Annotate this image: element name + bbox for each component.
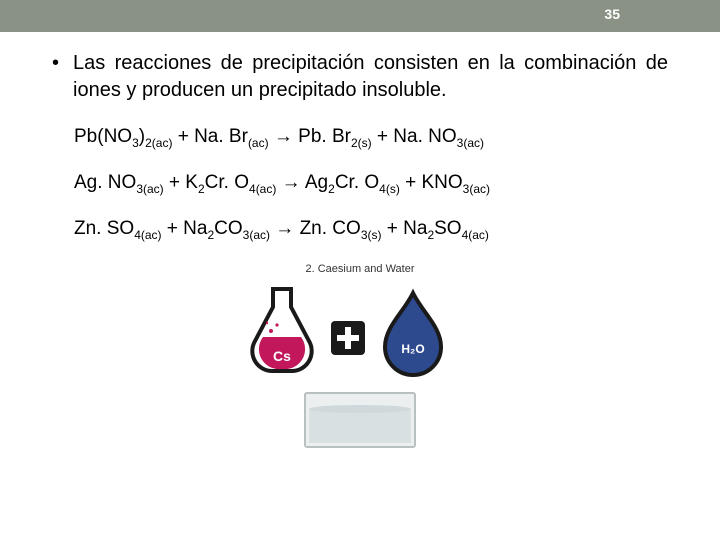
equation-1: Pb(NO3)2(ac) + Na. Br(ac) → Pb. Br2(s) +… xyxy=(74,126,668,150)
plus-icon xyxy=(331,321,365,355)
eq3-r3s: 3(ac) xyxy=(243,227,270,241)
eq1-r3s: (ac) xyxy=(248,136,269,150)
eq1-r2s: 2(ac) xyxy=(145,136,172,150)
eq2-p3s: 3(ac) xyxy=(463,182,490,196)
eq3-r3: CO xyxy=(214,218,243,239)
eq3-p2: + Na xyxy=(381,218,427,239)
slide-content: • Las reacciones de precipitación consis… xyxy=(0,32,720,456)
eq2-p2s: 4(s) xyxy=(379,182,400,196)
eq2-r3s: 4(ac) xyxy=(249,182,276,196)
eq1-p1: Pb. Br xyxy=(298,126,351,147)
figure-title: 2. Caesium and Water xyxy=(52,263,668,275)
eq2-r2s: 2 xyxy=(198,182,205,196)
equation-3: Zn. SO4(ac) + Na2CO3(ac) → Zn. CO3(s) + … xyxy=(74,218,668,242)
eq1-r3: + Na. Br xyxy=(172,126,248,147)
eq1-r1s: 3 xyxy=(132,136,139,150)
eq1-r1: Pb(NO xyxy=(74,126,132,147)
beaker-icon xyxy=(305,393,415,447)
flask-icon: Cs xyxy=(252,289,311,371)
eq3-p1s: 3(s) xyxy=(361,227,382,241)
eq2-r2: + K xyxy=(164,172,198,193)
eq1-arrow: → xyxy=(269,126,299,147)
bullet-paragraph: • Las reacciones de precipitación consis… xyxy=(52,50,668,104)
eq2-r3: Cr. O xyxy=(205,172,249,193)
eq2-p1: Ag xyxy=(305,172,328,193)
equations-block: Pb(NO3)2(ac) + Na. Br(ac) → Pb. Br2(s) +… xyxy=(52,126,668,241)
header-bar: 35 xyxy=(0,0,720,32)
water-drop-icon: H₂O xyxy=(385,293,441,375)
eq2-arrow: → xyxy=(276,172,305,193)
eq3-r1s: 4(ac) xyxy=(134,227,161,241)
eq2-p2: Cr. O xyxy=(335,172,379,193)
eq1-p2: + Na. NO xyxy=(372,126,457,147)
eq3-p3s: 4(ac) xyxy=(462,227,489,241)
eq1-p2s: 3(ac) xyxy=(457,136,484,150)
eq3-arrow: → xyxy=(270,218,300,239)
eq3-r1: Zn. SO xyxy=(74,218,134,239)
eq3-p1: Zn. CO xyxy=(300,218,361,239)
eq1-p1s: 2(s) xyxy=(351,136,372,150)
eq2-p3: + KNO xyxy=(400,172,463,193)
eq2-r1s: 3(ac) xyxy=(136,182,163,196)
figure-area: 2. Caesium and Water Cs xyxy=(52,263,668,456)
paragraph-text: Las reacciones de precipitación consiste… xyxy=(73,50,668,104)
equation-2: Ag. NO3(ac) + K2Cr. O4(ac) → Ag2Cr. O4(s… xyxy=(74,172,668,196)
eq3-r2: + Na xyxy=(162,218,208,239)
page-number: 35 xyxy=(604,6,620,22)
eq2-p1s: 2 xyxy=(328,182,335,196)
eq2-r1: Ag. NO xyxy=(74,172,136,193)
eq3-p3: SO xyxy=(434,218,461,239)
figure-illustration: Cs H₂O xyxy=(235,281,485,456)
bullet-symbol: • xyxy=(52,50,59,76)
flask-label: Cs xyxy=(273,348,291,364)
drop-label: H₂O xyxy=(401,342,424,356)
